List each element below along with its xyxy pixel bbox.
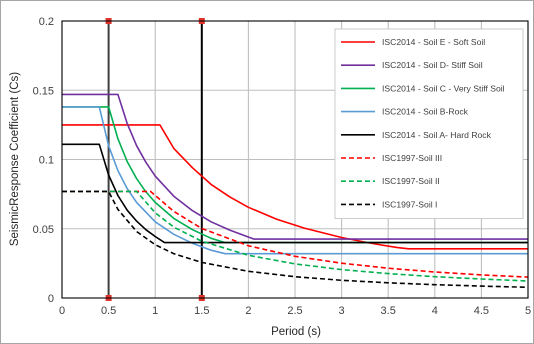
legend-label: ISC2014 - Soil E - Soft Soil [382, 37, 485, 47]
x-axis-title: Period (s) [271, 326, 321, 338]
series-line [62, 106, 528, 244]
series-line [62, 190, 529, 278]
tick-labels-layer: 0 0.5 1 1.5 2 2.5 3 3.5 4 4.5 5 0 0.05 0.1 0.15 0.2 [33, 16, 531, 317]
x-tick-label: 0.5 [101, 305, 116, 317]
x-tick-label: 1 [152, 305, 158, 317]
series-line [62, 93, 528, 240]
series-line [62, 106, 528, 255]
x-tick-label: 4.5 [474, 305, 489, 317]
series-layer [62, 93, 529, 289]
y-tick-label: 0.15 [33, 85, 54, 97]
legend-box [334, 28, 524, 220]
y-tick-label: 0.2 [39, 16, 54, 28]
plot-area-border [61, 20, 529, 299]
x-tick-label: 1.5 [194, 305, 209, 317]
x-tick-label: 0 [59, 305, 65, 317]
legend-label: ISC2014 - Soil A- Hard Rock [382, 130, 492, 140]
x-tick-label: 4 [432, 305, 438, 317]
x-tick-label: 3.5 [381, 305, 396, 317]
x-tick-label: 5 [525, 305, 531, 317]
legend-label: ISC2014 - Soil C - Very Stiff Soil [382, 83, 505, 93]
legend-label: ISC1997-Soil I [382, 199, 437, 209]
legend-label: ISC1997-Soil III [382, 153, 442, 163]
legend-label: ISC2014 - Soil B-Rock [382, 107, 469, 117]
y-tick-label: 0.1 [39, 155, 54, 167]
legend-label: ISC1997-Soil II [382, 176, 440, 186]
series-line [62, 143, 528, 244]
x-tick-label: 2.5 [287, 305, 302, 317]
series-line [62, 190, 529, 282]
y-tick-label: 0 [48, 293, 54, 305]
y-axis-title: SeismicResponse Coefficient (Cs) [9, 72, 21, 246]
x-tick-label: 2 [245, 305, 251, 317]
legend-label: ISC2014 - Soil D- Stiff Soil [382, 60, 483, 70]
legend: ISC2014 - Soil E - Soft Soil ISC2014 - So… [334, 28, 524, 220]
x-tick-label: 3 [339, 305, 345, 317]
series-line [62, 190, 529, 289]
y-tick-label: 0.05 [33, 224, 54, 236]
series-line [62, 124, 528, 250]
